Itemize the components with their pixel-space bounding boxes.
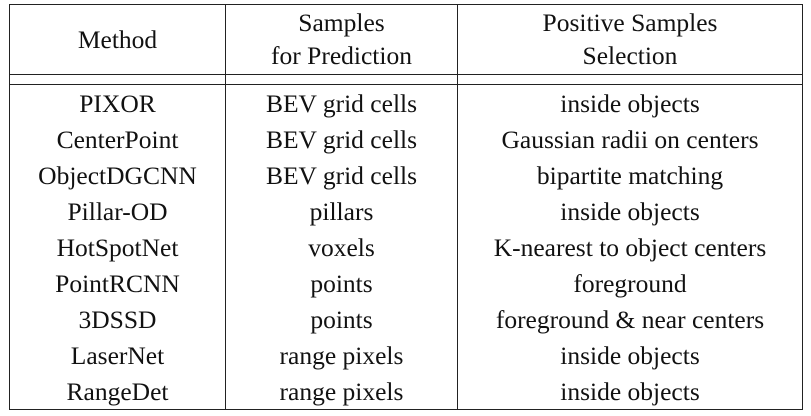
selection-cell: inside objects <box>560 341 700 370</box>
samples-cell: BEV grid cells <box>265 125 418 154</box>
method-cell: RangeDet <box>66 377 169 406</box>
header-samples: Samples for Prediction <box>226 4 457 74</box>
header-positive-line2: Selection <box>582 41 678 70</box>
body-top-rule <box>9 84 803 85</box>
method-cell: PIXOR <box>79 89 156 118</box>
samples-cell: points <box>310 305 373 334</box>
header-method-label: Method <box>77 24 158 54</box>
selection-cell: inside objects <box>560 89 700 118</box>
method-cell: Pillar-OD <box>67 197 168 226</box>
samples-cell: BEV grid cells <box>265 161 418 190</box>
method-cell: CenterPoint <box>56 125 179 154</box>
right-border <box>802 4 803 410</box>
column-divider-2 <box>457 4 458 410</box>
header-positive-line1: Positive Samples <box>542 8 718 37</box>
method-cell: PointRCNN <box>55 269 180 298</box>
selection-cell: foreground <box>573 269 687 298</box>
method-cell: HotSpotNet <box>56 233 179 262</box>
method-cell: ObjectDGCNN <box>38 161 197 190</box>
selection-cell: Gaussian radii on centers <box>501 125 759 154</box>
method-cell: LaserNet <box>70 341 165 370</box>
selection-cell: inside objects <box>560 197 700 226</box>
header-samples-line1: Samples <box>298 8 385 37</box>
samples-cell: pillars <box>309 197 374 226</box>
methods-table: Method Samples for Prediction Positive S… <box>9 4 803 410</box>
bottom-rule <box>9 409 803 410</box>
samples-cell: range pixels <box>279 377 404 406</box>
samples-cell: voxels <box>308 233 375 262</box>
method-cell: 3DSSD <box>78 305 157 334</box>
column-divider-1 <box>225 4 226 410</box>
left-border <box>9 4 10 410</box>
selection-cell: foreground & near centers <box>495 305 765 334</box>
selection-cell: K-nearest to object centers <box>493 233 767 262</box>
samples-cell: points <box>310 269 373 298</box>
samples-cell: range pixels <box>279 341 404 370</box>
header-positive-selection: Positive Samples Selection <box>458 4 802 74</box>
header-bottom-rule <box>9 74 803 75</box>
header-samples-line2: for Prediction <box>271 41 412 70</box>
header-method: Method <box>10 4 225 74</box>
top-rule <box>9 4 803 5</box>
selection-cell: bipartite matching <box>536 161 724 190</box>
selection-cell: inside objects <box>560 377 700 406</box>
samples-cell: BEV grid cells <box>265 89 418 118</box>
